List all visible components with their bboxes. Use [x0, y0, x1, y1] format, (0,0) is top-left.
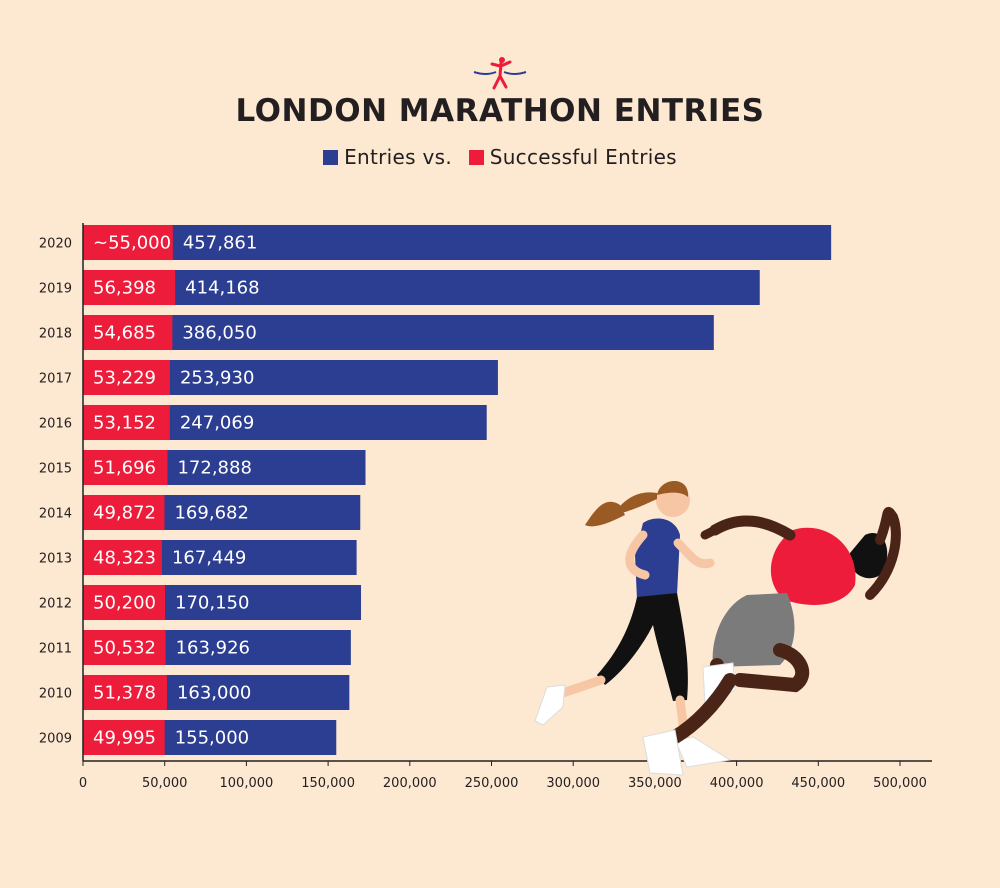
label-successful-2013: 48,323 [93, 548, 156, 569]
label-successful-2015: 51,696 [93, 458, 156, 479]
bar-entries-2019 [83, 270, 760, 305]
x-tick-label-50000: 50,000 [142, 776, 188, 791]
chart-title: LONDON MARATHON ENTRIES [235, 93, 765, 129]
x-tick-label-150000: 150,000 [301, 776, 355, 791]
label-entries-2013: 167,449 [172, 548, 246, 569]
runners-illustration [534, 481, 901, 776]
category-label-2019: 2019 [39, 282, 72, 297]
bar-entries-2018 [83, 315, 714, 350]
bar-successful-2010 [83, 675, 167, 710]
legend-label-successful: Successful Entries [489, 145, 677, 169]
category-label-2010: 2010 [39, 687, 72, 702]
x-tick-label-450000: 450,000 [791, 776, 845, 791]
x-tick-label-200000: 200,000 [383, 776, 437, 791]
x-tick-label-400000: 400,000 [710, 776, 764, 791]
label-entries-2016: 247,069 [180, 413, 254, 434]
bar-successful-2020 [83, 225, 173, 260]
category-label-2020: 2020 [39, 237, 72, 252]
legend-swatch-entries [323, 150, 339, 165]
label-successful-2017: 53,229 [93, 368, 156, 389]
category-label-2018: 2018 [39, 327, 72, 342]
x-tick-label-250000: 250,000 [465, 776, 519, 791]
label-successful-2019: 56,398 [93, 278, 156, 299]
x-tick-label-500000: 500,000 [873, 776, 927, 791]
category-label-2014: 2014 [39, 507, 72, 522]
legend-label-entries: Entries vs. [344, 145, 453, 169]
bar-successful-2015 [83, 450, 168, 485]
label-successful-2009: 49,995 [93, 728, 156, 749]
x-tick-label-350000: 350,000 [628, 776, 682, 791]
label-successful-2020: ~55,000 [93, 233, 171, 254]
bar-successful-2009 [83, 720, 165, 755]
bar-entries-2020 [83, 225, 832, 260]
label-successful-2011: 50,532 [93, 638, 156, 659]
female-runner-icon [534, 481, 732, 768]
bar-successful-2013 [83, 540, 162, 575]
category-label-2009: 2009 [39, 732, 72, 747]
category-label-2017: 2017 [39, 372, 72, 387]
bar-successful-2014 [83, 495, 165, 530]
male-runner-icon [642, 507, 901, 776]
label-entries-2015: 172,888 [177, 458, 251, 479]
label-successful-2016: 53,152 [93, 413, 156, 434]
x-tick-label-300000: 300,000 [546, 776, 600, 791]
legend-swatch-successful [468, 150, 484, 165]
x-tick-label-0: 0 [79, 776, 87, 791]
legend: Entries vs. Successful Entries [0, 145, 1000, 169]
label-entries-2018: 386,050 [182, 323, 256, 344]
label-entries-2009: 155,000 [175, 728, 249, 749]
category-label-2016: 2016 [39, 417, 72, 432]
category-label-2013: 2013 [39, 552, 72, 567]
label-entries-2010: 163,000 [177, 683, 251, 704]
category-label-2011: 2011 [39, 642, 72, 657]
bar-successful-2012 [83, 585, 166, 620]
bar-successful-2019 [83, 270, 176, 305]
label-successful-2014: 49,872 [93, 503, 156, 524]
bar-successful-2011 [83, 630, 166, 665]
label-entries-2019: 414,168 [185, 278, 259, 299]
bar-successful-2016 [83, 405, 170, 440]
bar-successful-2017 [83, 360, 170, 395]
label-entries-2012: 170,150 [175, 593, 249, 614]
label-entries-2014: 169,682 [174, 503, 248, 524]
category-label-2012: 2012 [39, 597, 72, 612]
label-successful-2010: 51,378 [93, 683, 156, 704]
label-successful-2012: 50,200 [93, 593, 156, 614]
label-entries-2020: 457,861 [183, 233, 257, 254]
label-entries-2011: 163,926 [176, 638, 250, 659]
x-tick-label-100000: 100,000 [220, 776, 274, 791]
category-label-2015: 2015 [39, 462, 72, 477]
label-successful-2018: 54,685 [93, 323, 156, 344]
runner-logo-icon [473, 57, 527, 90]
bar-successful-2018 [83, 315, 173, 350]
label-entries-2017: 253,930 [180, 368, 254, 389]
